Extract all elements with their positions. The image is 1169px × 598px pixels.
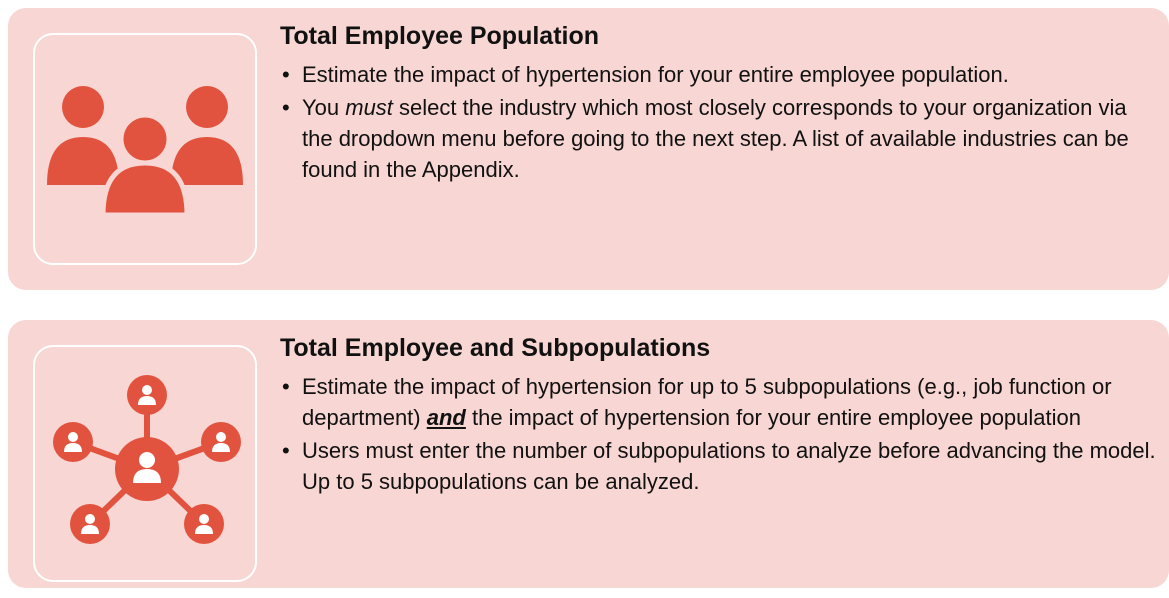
text: the impact of hypertension for your enti…	[465, 405, 1081, 430]
bullet-list: Estimate the impact of hypertension for …	[280, 59, 1161, 185]
network-icon	[53, 375, 241, 544]
text: Estimate the impact of hypertension for …	[302, 374, 1112, 430]
text: select the industry which most closely c…	[302, 95, 1129, 182]
card-title: Total Employee Population	[280, 22, 600, 50]
bullet: Users must enter the number of subpopula…	[282, 435, 1161, 497]
text: Estimate the impact of hypertension for …	[302, 62, 1009, 87]
bullet: Estimate the impact of hypertension for …	[282, 59, 1161, 90]
icon-box	[33, 33, 257, 265]
card: Total Employee and Subpopulations Estima…	[8, 320, 1169, 588]
bullet-list: Estimate the impact of hypertension for …	[280, 371, 1161, 497]
emphasis: and	[426, 405, 466, 430]
card-title: Total Employee and Subpopulations	[280, 334, 711, 362]
text: You	[302, 95, 346, 120]
bullet: Estimate the impact of hypertension for …	[282, 371, 1161, 433]
card-text: Total Employee and Subpopulations Estima…	[280, 334, 1161, 499]
bullet: You must select the industry which most …	[282, 92, 1161, 185]
card-text: Total Employee Population Estimate the i…	[280, 22, 1161, 187]
people-icon	[47, 86, 243, 218]
text: Users must enter the number of subpopula…	[302, 438, 1156, 494]
icon-box	[33, 345, 257, 582]
emphasis: must	[345, 95, 393, 120]
card: Total Employee Population Estimate the i…	[8, 8, 1169, 290]
